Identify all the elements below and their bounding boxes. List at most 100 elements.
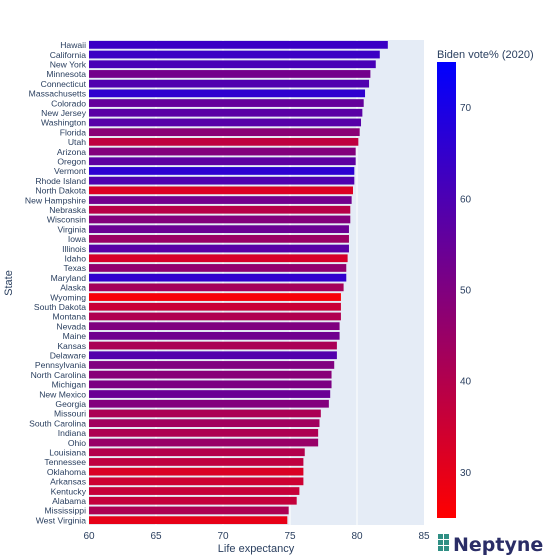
x-axis-title: Life expectancy — [218, 543, 295, 555]
bar-oregon[interactable] — [89, 157, 356, 166]
y-tick-label: Nevada — [56, 321, 86, 331]
y-tick-label: Illinois — [62, 244, 86, 254]
y-tick-label: New York — [50, 59, 87, 69]
colorbar-tick-label: 30 — [460, 468, 472, 479]
bar-utah[interactable] — [89, 137, 359, 146]
y-tick-label: New Jersey — [41, 108, 87, 118]
bar-arizona[interactable] — [89, 147, 356, 156]
bar-ohio[interactable] — [89, 438, 319, 447]
bar-nebraska[interactable] — [89, 205, 351, 214]
bar-washington[interactable] — [89, 118, 362, 127]
bar-alaska[interactable] — [89, 283, 344, 292]
bar-florida[interactable] — [89, 128, 360, 137]
bar-delaware[interactable] — [89, 351, 337, 360]
bar-arkansas[interactable] — [89, 477, 304, 486]
y-tick-label: South Carolina — [29, 418, 86, 428]
bar-idaho[interactable] — [89, 254, 348, 263]
y-tick-label: Missouri — [54, 409, 86, 419]
bar-virginia[interactable] — [89, 225, 349, 234]
bar-new-mexico[interactable] — [89, 390, 331, 398]
bar-kansas[interactable] — [89, 341, 337, 350]
colorbar-tick-label: 60 — [460, 194, 472, 205]
y-tick-label: Alaska — [60, 283, 86, 293]
y-tick-label: Arkansas — [50, 477, 86, 487]
bar-colorado[interactable] — [89, 99, 364, 107]
bar-new-york[interactable] — [89, 60, 376, 69]
y-tick-label: Connecticut — [41, 79, 87, 89]
bar-pennsylvania[interactable] — [89, 361, 335, 369]
y-tick-label: Vermont — [54, 166, 87, 176]
colorbar-title: Biden vote% (2020) — [437, 49, 534, 61]
bar-massachusetts[interactable] — [89, 89, 366, 98]
colorbar — [437, 62, 456, 518]
bar-wisconsin[interactable] — [89, 215, 351, 224]
y-tick-label: Mississippi — [44, 506, 86, 516]
bar-alabama[interactable] — [89, 496, 297, 505]
y-tick-label: Massachusetts — [29, 89, 86, 99]
bar-rhode-island[interactable] — [89, 176, 355, 185]
bar-oklahoma[interactable] — [89, 467, 304, 476]
y-tick-label: New Mexico — [39, 389, 86, 399]
y-tick-label: Louisiana — [49, 447, 86, 457]
bar-new-jersey[interactable] — [89, 108, 363, 117]
y-tick-label: Michigan — [52, 380, 87, 390]
y-tick-label: Florida — [60, 127, 86, 137]
y-tick-label: Kentucky — [51, 486, 87, 496]
y-tick-label: Iowa — [68, 234, 86, 244]
y-tick-label: West Virginia — [36, 515, 87, 525]
y-axis-title: State — [3, 270, 15, 296]
y-tick-label: Maryland — [51, 273, 87, 283]
bar-tennessee[interactable] — [89, 458, 304, 466]
bar-west-virginia[interactable] — [89, 516, 288, 525]
bar-illinois[interactable] — [89, 244, 349, 253]
colorbar-tick-label: 40 — [460, 377, 472, 388]
bar-new-hampshire[interactable] — [89, 196, 352, 204]
bar-south-dakota[interactable] — [89, 302, 341, 311]
y-tick-label: Texas — [64, 263, 86, 273]
bar-indiana[interactable] — [89, 428, 319, 437]
neptyne-logo — [438, 534, 449, 551]
y-tick-label: Wyoming — [50, 292, 86, 302]
x-tick-label: 80 — [351, 531, 363, 542]
bar-vermont[interactable] — [89, 167, 355, 175]
y-tick-label: Washington — [41, 118, 86, 128]
bar-texas[interactable] — [89, 264, 347, 272]
x-tick-label: 70 — [217, 531, 229, 542]
bar-louisiana[interactable] — [89, 448, 305, 457]
y-tick-label: Minnesota — [46, 69, 86, 79]
bar-kentucky[interactable] — [89, 487, 300, 495]
x-tick-label: 60 — [83, 531, 95, 542]
y-tick-label: Nebraska — [49, 205, 86, 215]
bar-wyoming[interactable] — [89, 293, 341, 301]
bar-montana[interactable] — [89, 312, 341, 321]
bar-minnesota[interactable] — [89, 70, 371, 78]
bar-north-dakota[interactable] — [89, 186, 353, 195]
bar-connecticut[interactable] — [89, 79, 370, 88]
bar-maryland[interactable] — [89, 273, 347, 282]
x-tick-label: 85 — [418, 531, 430, 542]
bar-georgia[interactable] — [89, 399, 329, 408]
bar-north-carolina[interactable] — [89, 370, 332, 379]
bar-michigan[interactable] — [89, 380, 332, 389]
y-tick-label: Arizona — [57, 147, 86, 157]
bar-missouri[interactable] — [89, 409, 321, 418]
bar-iowa[interactable] — [89, 234, 349, 243]
bar-hawaii[interactable] — [89, 40, 388, 49]
y-tick-label: Delaware — [50, 350, 87, 360]
bar-mississippi[interactable] — [89, 506, 289, 515]
y-tick-label: Oregon — [57, 156, 86, 166]
bar-south-carolina[interactable] — [89, 419, 320, 428]
bar-nevada[interactable] — [89, 322, 340, 331]
colorbar-tick-label: 70 — [460, 103, 472, 114]
y-tick-label: Wisconsin — [47, 215, 86, 225]
bar-california[interactable] — [89, 50, 380, 59]
y-tick-label: Kansas — [57, 341, 86, 351]
y-tick-label: Pennsylvania — [35, 360, 86, 370]
y-tick-label: Utah — [68, 137, 86, 147]
bar-maine[interactable] — [89, 331, 340, 340]
brand-name: Neptyne — [453, 534, 543, 556]
y-tick-label: Montana — [53, 312, 87, 322]
y-tick-label: Indiana — [58, 428, 86, 438]
colorbar-tick-label: 50 — [460, 286, 472, 297]
y-tick-label: Alabama — [52, 496, 86, 506]
